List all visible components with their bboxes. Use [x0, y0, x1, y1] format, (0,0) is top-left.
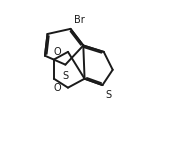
Text: Br: Br — [74, 15, 85, 25]
Text: S: S — [62, 71, 68, 81]
Text: S: S — [105, 90, 111, 100]
Text: O: O — [54, 83, 62, 93]
Text: O: O — [54, 47, 62, 57]
